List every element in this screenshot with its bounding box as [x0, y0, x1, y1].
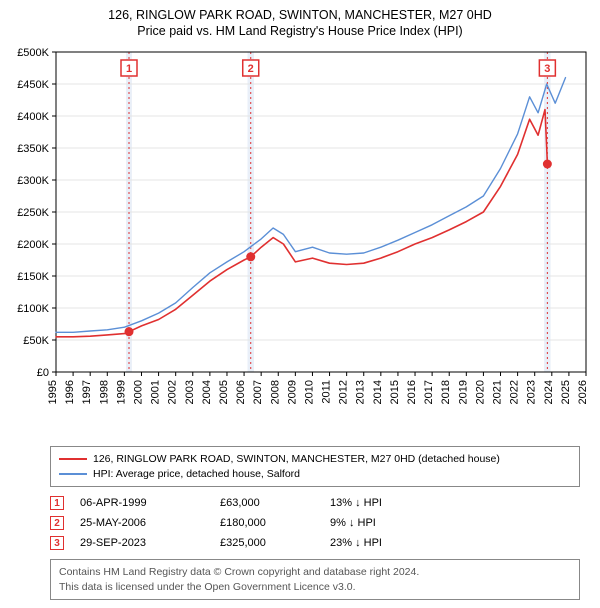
svg-text:2017: 2017 [423, 380, 435, 404]
svg-text:2008: 2008 [269, 380, 281, 404]
svg-text:3: 3 [544, 63, 550, 75]
event-delta: 13% ↓ HPI [330, 497, 450, 509]
event-badge: 2 [50, 516, 64, 530]
attribution-line1: Contains HM Land Registry data © Crown c… [59, 565, 571, 579]
svg-text:2003: 2003 [184, 380, 196, 404]
svg-text:1999: 1999 [115, 380, 127, 404]
svg-text:2020: 2020 [474, 380, 486, 404]
svg-text:2002: 2002 [167, 380, 179, 404]
event-row: 1 06-APR-1999£63,00013% ↓ HPI [50, 493, 580, 513]
legend-swatch [59, 458, 87, 460]
svg-text:2019: 2019 [457, 380, 469, 404]
svg-text:1: 1 [126, 63, 132, 75]
title-main: 126, RINGLOW PARK ROAD, SWINTON, MANCHES… [10, 8, 590, 22]
svg-text:£450K: £450K [17, 79, 49, 91]
svg-text:2: 2 [248, 63, 254, 75]
svg-text:2009: 2009 [286, 380, 298, 404]
svg-text:1995: 1995 [47, 380, 59, 404]
legend-item: 126, RINGLOW PARK ROAD, SWINTON, MANCHES… [59, 452, 571, 467]
svg-text:£100K: £100K [17, 303, 49, 315]
svg-text:£150K: £150K [17, 271, 49, 283]
svg-text:2015: 2015 [389, 380, 401, 404]
event-date: 06-APR-1999 [80, 497, 220, 509]
svg-text:2005: 2005 [218, 380, 230, 404]
svg-text:2013: 2013 [355, 380, 367, 404]
legend-label: 126, RINGLOW PARK ROAD, SWINTON, MANCHES… [93, 452, 500, 467]
svg-text:£350K: £350K [17, 143, 49, 155]
svg-text:2004: 2004 [201, 380, 213, 404]
event-price: £325,000 [220, 537, 330, 549]
svg-text:2016: 2016 [406, 380, 418, 404]
event-badge: 1 [50, 496, 64, 510]
svg-text:2026: 2026 [577, 380, 589, 404]
svg-text:£0: £0 [37, 367, 49, 379]
legend-swatch [59, 473, 87, 475]
chart: £0 £50K £100K £150K £200K £250K £300K £350K £400… [0, 42, 600, 442]
event-price: £180,000 [220, 517, 330, 529]
svg-text:1998: 1998 [98, 380, 110, 404]
attribution-line2: This data is licensed under the Open Gov… [59, 580, 571, 594]
svg-text:£500K: £500K [17, 47, 49, 59]
event-price: £63,000 [220, 497, 330, 509]
legend: 126, RINGLOW PARK ROAD, SWINTON, MANCHES… [50, 446, 580, 487]
svg-text:2022: 2022 [509, 380, 521, 404]
svg-text:1997: 1997 [81, 380, 93, 404]
title-block: 126, RINGLOW PARK ROAD, SWINTON, MANCHES… [0, 0, 600, 42]
event-row: 3 29-SEP-2023£325,00023% ↓ HPI [50, 533, 580, 553]
svg-text:2001: 2001 [150, 380, 162, 404]
svg-text:£200K: £200K [17, 239, 49, 251]
svg-text:2006: 2006 [235, 380, 247, 404]
chart-svg: £0 £50K £100K £150K £200K £250K £300K £350K £400… [0, 42, 600, 432]
svg-text:2014: 2014 [372, 380, 384, 404]
svg-text:£250K: £250K [17, 207, 49, 219]
attribution: Contains HM Land Registry data © Crown c… [50, 559, 580, 599]
events-table: 1 06-APR-1999£63,00013% ↓ HPI 2 25-MAY-2006… [50, 493, 580, 553]
event-date: 29-SEP-2023 [80, 537, 220, 549]
svg-text:2018: 2018 [440, 380, 452, 404]
svg-text:£50K: £50K [23, 335, 49, 347]
svg-text:1996: 1996 [64, 380, 76, 404]
title-sub: Price paid vs. HM Land Registry's House … [10, 24, 590, 38]
svg-text:2007: 2007 [252, 380, 264, 404]
svg-text:2012: 2012 [338, 380, 350, 404]
svg-text:2021: 2021 [492, 380, 504, 404]
svg-text:£400K: £400K [17, 111, 49, 123]
svg-text:2024: 2024 [543, 380, 555, 404]
event-date: 25-MAY-2006 [80, 517, 220, 529]
legend-item: HPI: Average price, detached house, Salf… [59, 467, 571, 482]
svg-text:2000: 2000 [132, 380, 144, 404]
svg-text:2023: 2023 [526, 380, 538, 404]
svg-text:2025: 2025 [560, 380, 572, 404]
event-badge: 3 [50, 536, 64, 550]
svg-text:2010: 2010 [303, 380, 315, 404]
chart-container: 126, RINGLOW PARK ROAD, SWINTON, MANCHES… [0, 0, 600, 600]
event-row: 2 25-MAY-2006£180,0009% ↓ HPI [50, 513, 580, 533]
event-delta: 9% ↓ HPI [330, 517, 450, 529]
svg-text:2011: 2011 [321, 380, 333, 404]
event-delta: 23% ↓ HPI [330, 537, 450, 549]
svg-text:£300K: £300K [17, 175, 49, 187]
legend-label: HPI: Average price, detached house, Salf… [93, 467, 300, 482]
